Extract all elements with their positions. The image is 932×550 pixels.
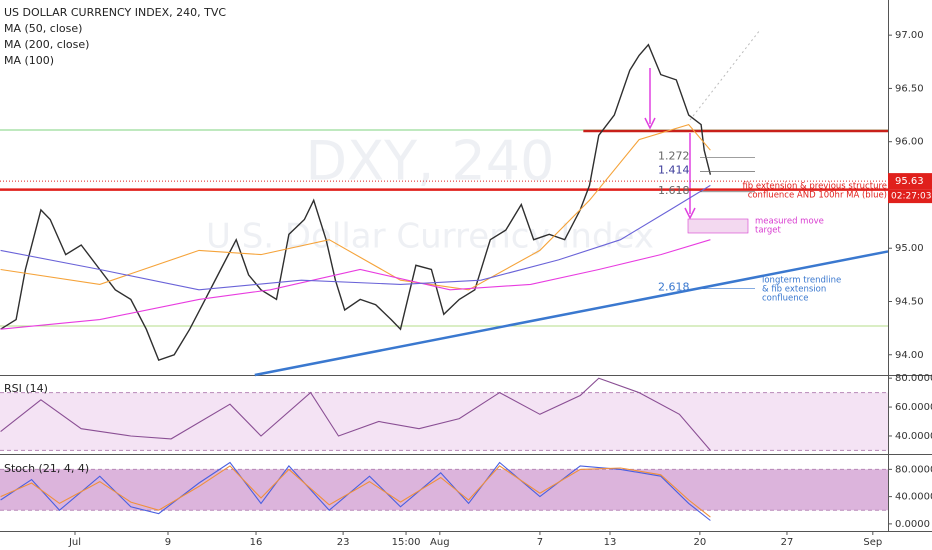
- trend-line: [254, 250, 889, 377]
- indicator-line: [0, 239, 711, 330]
- indicator-line: [0, 123, 711, 291]
- y-tick-label: 80.0000: [895, 373, 932, 384]
- fib-label: 1.618: [658, 184, 690, 197]
- y-tick-label: 94.00: [895, 350, 924, 361]
- indicator-line: [0, 184, 711, 291]
- x-tick-label: 9: [165, 537, 171, 548]
- x-tick-label: 16: [250, 537, 263, 548]
- x-tick-label: 7: [537, 537, 543, 548]
- y-tick-label: 60.0000: [895, 402, 932, 413]
- annotation: confluence AND 100hr MA (blue): [748, 191, 887, 201]
- x-tick-label: 27: [781, 537, 794, 548]
- target-box: [687, 218, 749, 234]
- x-tick-label: 23: [337, 537, 350, 548]
- y-tick-label: 97.00: [895, 30, 924, 41]
- projection-line: [689, 29, 761, 121]
- y-tick-label: 40.0000: [895, 431, 932, 442]
- annotation: confluence: [762, 294, 809, 304]
- fib-label: 1.272: [658, 150, 690, 163]
- fib-label: 1.414: [658, 164, 690, 177]
- last-price-label: 95.63: [895, 176, 924, 187]
- indicator-line: [0, 377, 711, 451]
- price-line: [0, 43, 712, 361]
- panel-title: Stoch (21, 4, 4): [4, 462, 89, 475]
- x-tick-label: Jul: [68, 537, 81, 548]
- legend-entry: MA (100): [4, 54, 54, 67]
- indicator-line: [0, 465, 711, 518]
- y-tick-label: 94.50: [895, 296, 924, 307]
- last-price-box: [888, 173, 932, 190]
- y-tick-label: 0.0000: [895, 519, 930, 530]
- y-tick-label: 96.00: [895, 137, 924, 148]
- fib-label: 2.618: [658, 281, 690, 294]
- x-tick-label: Aug: [430, 537, 450, 548]
- legend-entry: MA (50, close): [4, 22, 82, 35]
- panel-title: RSI (14): [4, 382, 48, 395]
- annotation: target: [755, 226, 782, 236]
- countdown-box: [888, 189, 932, 204]
- x-tick-label: Sep: [863, 537, 882, 548]
- band-fill: [0, 392, 888, 451]
- x-tick-label: 20: [693, 537, 706, 548]
- annotation: & fib extension: [762, 285, 826, 295]
- y-tick-label: 95.00: [895, 243, 924, 254]
- panel-title: US DOLLAR CURRENCY INDEX, 240, TVC: [4, 6, 226, 19]
- annotation: measured move: [755, 217, 824, 227]
- countdown-label: 02:27:03: [891, 192, 931, 202]
- x-tick-label: 13: [604, 537, 617, 548]
- annotation: fib extension & previous structure: [742, 182, 887, 192]
- band-fill: [0, 469, 888, 511]
- move-arrow: [684, 133, 696, 220]
- y-tick-label: 40.0000: [895, 492, 932, 503]
- y-tick-label: 80.0000: [895, 464, 932, 475]
- legend-entry: MA (200, close): [4, 38, 89, 51]
- y-tick-label: 96.50: [895, 83, 924, 94]
- x-tick-label: 15:00: [392, 537, 421, 548]
- move-arrow: [644, 68, 656, 130]
- watermark: DXY, 240: [306, 130, 555, 193]
- annotation: longterm trendline: [762, 276, 841, 286]
